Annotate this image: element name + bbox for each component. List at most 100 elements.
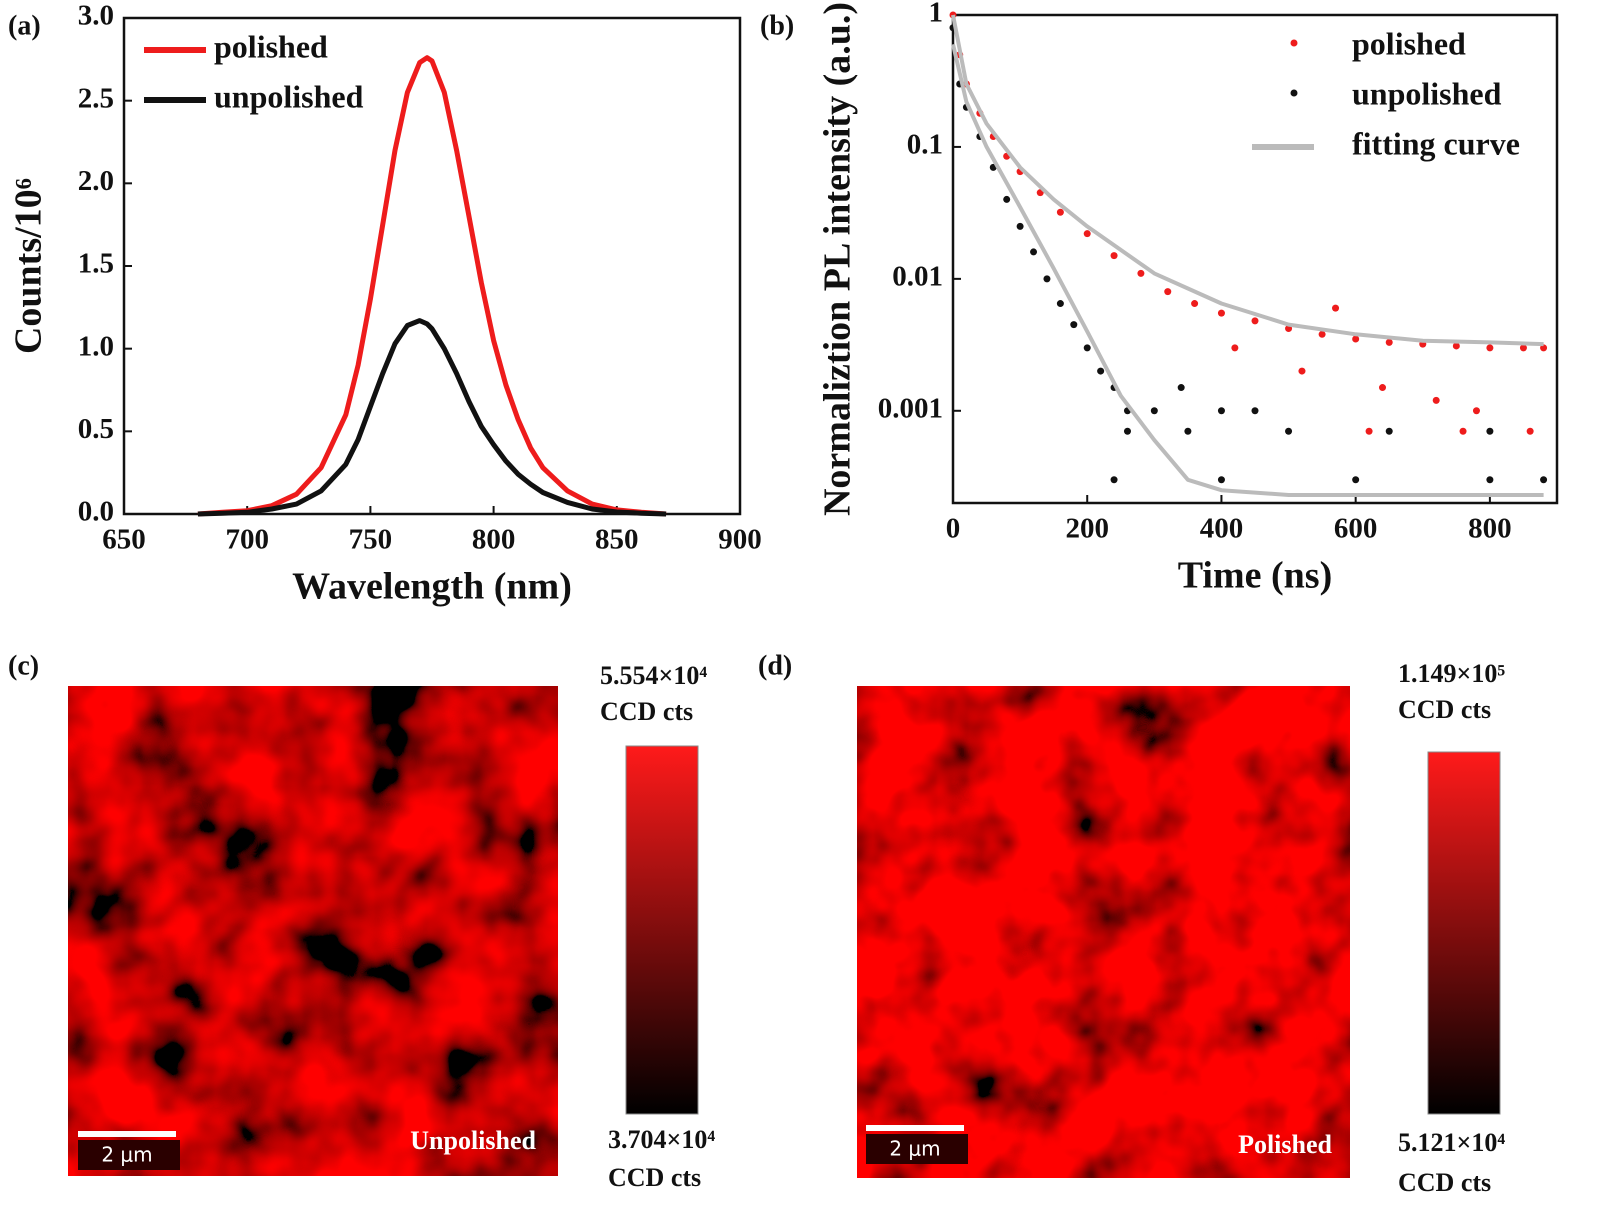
legend-label: fitting curve <box>1352 125 1520 161</box>
legend-label: unpolished <box>214 78 364 114</box>
x-tick-label: 200 <box>1065 513 1109 545</box>
data-point <box>1164 288 1172 296</box>
data-point <box>1217 407 1225 415</box>
y-tick-label: 0.001 <box>878 392 943 424</box>
pl-map <box>68 686 558 1176</box>
y-tick-label: 3.0 <box>78 0 114 32</box>
data-point <box>1452 342 1460 350</box>
panel-label: (b) <box>760 10 794 41</box>
data-point <box>1016 222 1024 230</box>
x-axis-title: Wavelength (nm) <box>292 566 572 608</box>
data-point <box>1043 275 1051 283</box>
colorbar-unit: CCD cts <box>1398 695 1491 724</box>
y-tick-label: 1 <box>929 0 944 29</box>
data-point <box>1486 476 1494 484</box>
map-label: Polished <box>1238 1130 1332 1159</box>
data-point <box>1003 195 1011 203</box>
y-tick-label: 0.1 <box>907 129 943 161</box>
data-point <box>1231 344 1239 352</box>
x-tick-label: 800 <box>1468 513 1512 545</box>
data-point <box>1056 300 1064 308</box>
data-point <box>1150 407 1158 415</box>
x-tick-label: 750 <box>349 524 393 556</box>
data-point <box>1472 407 1480 415</box>
data-point <box>1191 300 1199 308</box>
data-point <box>1030 248 1038 256</box>
data-point <box>1318 330 1326 338</box>
legend-label: polished <box>1352 25 1466 61</box>
data-point <box>1332 304 1340 312</box>
data-point <box>1217 309 1225 317</box>
data-point <box>1110 252 1118 260</box>
data-point <box>1070 321 1078 329</box>
y-tick-label: 2.0 <box>78 165 114 197</box>
colorbar-unit: CCD cts <box>1398 1168 1491 1197</box>
data-point <box>1352 476 1360 484</box>
data-point <box>1432 396 1440 404</box>
y-tick-label: 1.0 <box>78 330 114 362</box>
pl-map <box>857 686 1350 1178</box>
legend-swatch <box>1290 39 1298 47</box>
data-point <box>1083 344 1091 352</box>
colorbar-unit: CCD cts <box>608 1163 701 1192</box>
data-point <box>1097 367 1105 375</box>
data-point <box>1123 427 1131 435</box>
x-tick-label: 850 <box>595 524 639 556</box>
data-point <box>1110 476 1118 484</box>
data-point <box>1519 344 1527 352</box>
x-tick-label: 650 <box>102 524 146 556</box>
colorbar <box>1427 751 1501 1115</box>
data-point <box>1177 384 1185 392</box>
y-tick-label: 0.0 <box>78 496 114 528</box>
data-point <box>1083 230 1091 238</box>
x-tick-label: 900 <box>718 524 762 556</box>
data-point <box>1540 344 1548 352</box>
data-point <box>1251 407 1259 415</box>
x-tick-label: 600 <box>1334 513 1378 545</box>
scale-box <box>78 1140 180 1170</box>
data-point <box>1540 476 1548 484</box>
data-point <box>1486 427 1494 435</box>
map-panel-c: (c) 2 μm Unpolished 5.554×10⁴ CCD cts 3.… <box>8 650 715 1192</box>
panel-label: (d) <box>758 650 792 681</box>
data-point <box>1056 208 1064 216</box>
x-axis-title: Time (ns) <box>1178 555 1332 597</box>
colorbar-min: 5.121×10⁴ <box>1398 1128 1505 1157</box>
x-tick-label: 0 <box>946 513 961 545</box>
colorbar-max: 1.149×10⁵ <box>1398 659 1505 688</box>
panel-label: (c) <box>8 650 39 681</box>
colorbar <box>625 745 699 1115</box>
data-point <box>1459 427 1467 435</box>
data-point <box>1285 427 1293 435</box>
data-point <box>1526 427 1534 435</box>
colorbar-max: 5.554×10⁴ <box>600 661 707 690</box>
colorbar-min: 3.704×10⁴ <box>608 1125 715 1154</box>
legend-swatch <box>1290 89 1298 97</box>
legend-label: polished <box>214 28 328 64</box>
data-point <box>1385 427 1393 435</box>
data-point <box>1298 367 1306 375</box>
y-tick-label: 0.01 <box>892 261 943 293</box>
series-line <box>197 318 667 517</box>
data-point <box>1365 427 1373 435</box>
scale-box <box>866 1134 968 1164</box>
data-point <box>1217 476 1225 484</box>
scale-label: 2 μm <box>101 1143 152 1167</box>
data-point <box>1137 269 1145 277</box>
x-tick-label: 800 <box>472 524 516 556</box>
panel-label: (a) <box>8 10 41 41</box>
scale-label: 2 μm <box>889 1137 940 1161</box>
series-line <box>197 55 667 517</box>
y-tick-label: 1.5 <box>78 248 114 280</box>
y-tick-label: 0.5 <box>78 413 114 445</box>
colorbar-unit: CCD cts <box>600 697 693 726</box>
data-point <box>1385 338 1393 346</box>
y-axis-title: Counts/10⁶ <box>8 178 50 354</box>
legend-label: unpolished <box>1352 75 1502 111</box>
data-point <box>1352 335 1360 343</box>
y-axis-title: Normaliztion PL intensity (a.u.) <box>817 2 859 516</box>
data-point <box>1379 384 1387 392</box>
data-point <box>1251 317 1259 325</box>
x-tick-label: 700 <box>225 524 269 556</box>
